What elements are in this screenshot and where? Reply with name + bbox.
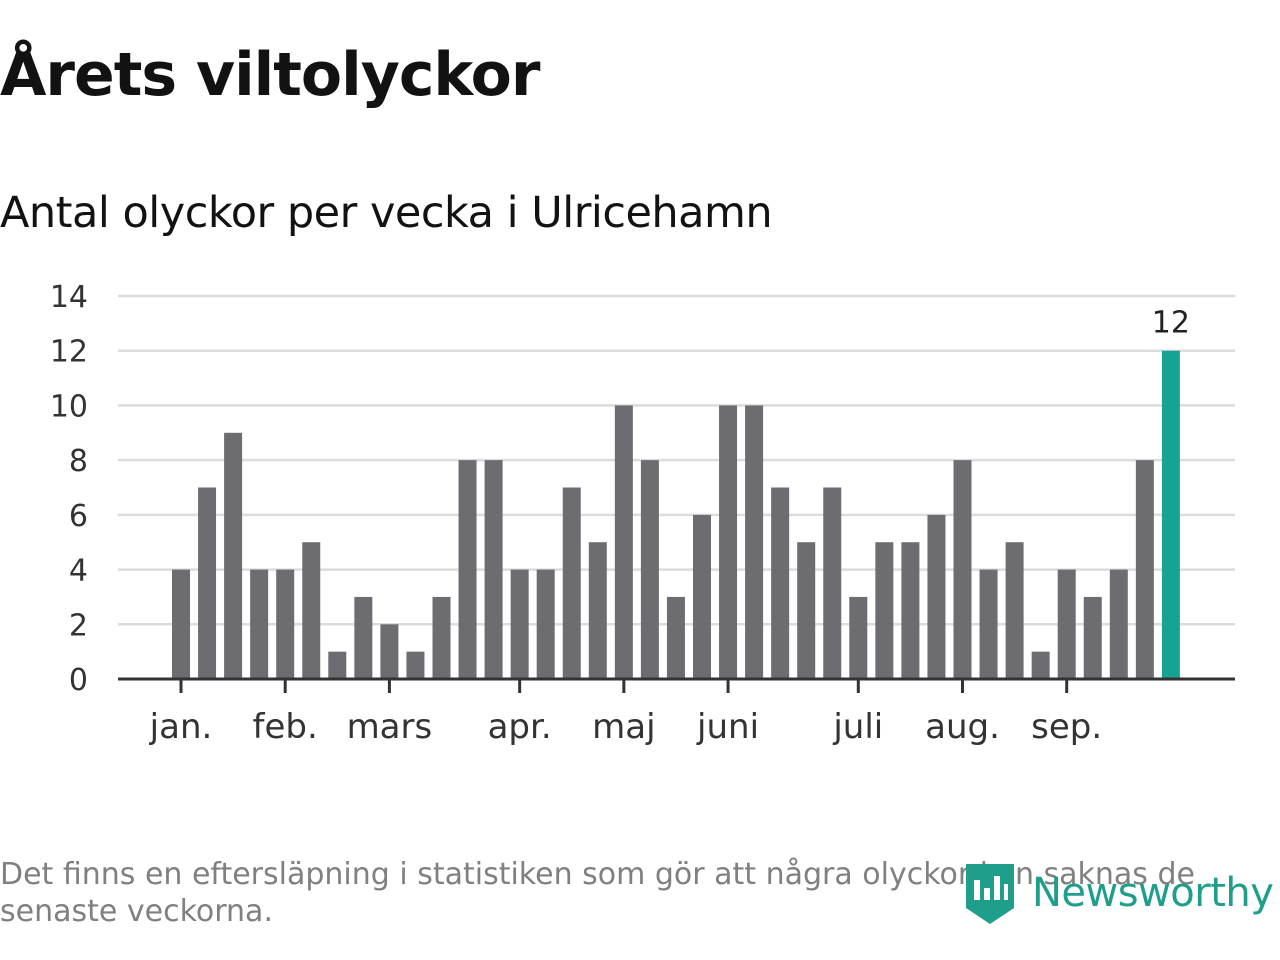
bar — [562, 487, 581, 679]
bar — [484, 460, 503, 679]
y-tick-label: 0 — [69, 663, 88, 698]
bar — [979, 569, 998, 679]
bar — [510, 569, 529, 679]
bar — [380, 624, 399, 679]
chart-subtitle: Antal olyckor per vecka i Ulricehamn — [0, 188, 773, 238]
newsworthy-logo-icon — [966, 864, 1014, 924]
bar — [771, 487, 790, 679]
bar — [588, 542, 607, 679]
x-tick-label: apr. — [488, 707, 552, 747]
bars — [172, 350, 1180, 679]
data-label: 12 — [1152, 306, 1190, 341]
y-axis-ticks: 0 2 4 6 8 10 12 14 — [50, 280, 88, 698]
bar — [432, 596, 451, 679]
bar — [536, 569, 555, 679]
bar — [302, 542, 321, 679]
x-tick-label: jan. — [149, 707, 213, 747]
bar — [797, 542, 816, 679]
bar — [614, 405, 633, 679]
bar — [953, 460, 972, 679]
bar-chart: 0 2 4 6 8 10 12 14 jan. feb. mars apr. maj juni juli a… — [50, 280, 1235, 747]
y-tick-label: 12 — [50, 335, 88, 370]
bar — [1135, 460, 1154, 679]
data-labels: 12 — [1152, 306, 1190, 341]
bar — [1083, 596, 1102, 679]
x-tick-label: sep. — [1031, 707, 1102, 747]
x-tick-label: aug. — [925, 707, 1000, 747]
brand-logo: Newsworthy — [962, 858, 1274, 928]
bar — [406, 651, 425, 679]
bar — [224, 432, 243, 679]
bar — [1109, 569, 1128, 679]
y-tick-label: 4 — [69, 554, 88, 589]
bar — [719, 405, 738, 679]
bar — [198, 487, 217, 679]
x-tick-label: juni — [696, 707, 759, 747]
bar — [458, 460, 477, 679]
x-tick-label: juli — [832, 707, 883, 747]
bar — [901, 542, 920, 679]
x-tick-label: maj — [592, 707, 655, 747]
bar — [849, 596, 868, 679]
chart-title: Årets viltolyckor — [0, 40, 540, 110]
y-tick-label: 8 — [69, 444, 88, 479]
y-tick-label: 10 — [50, 389, 88, 424]
y-tick-label: 2 — [69, 608, 88, 643]
bar — [354, 596, 373, 679]
y-tick-label: 6 — [69, 499, 88, 534]
bar — [276, 569, 295, 679]
x-axis: jan. feb. mars apr. maj juni juli aug. sep. — [118, 677, 1235, 747]
bar — [328, 651, 347, 679]
bar — [875, 542, 894, 679]
bar — [250, 569, 269, 679]
bar — [1031, 651, 1050, 679]
y-tick-label: 14 — [50, 280, 88, 315]
x-tick-label: mars — [347, 707, 433, 747]
bar — [666, 596, 685, 679]
bar — [745, 405, 764, 679]
bar — [693, 514, 711, 679]
bar — [172, 569, 190, 679]
x-tick-label: feb. — [253, 707, 318, 747]
bar — [1005, 542, 1024, 679]
bar — [823, 487, 842, 679]
bar — [927, 514, 946, 679]
brand-name: Newsworthy — [1032, 870, 1274, 916]
bar-highlighted — [1161, 350, 1180, 679]
bar — [1057, 569, 1076, 679]
bar — [640, 460, 659, 679]
